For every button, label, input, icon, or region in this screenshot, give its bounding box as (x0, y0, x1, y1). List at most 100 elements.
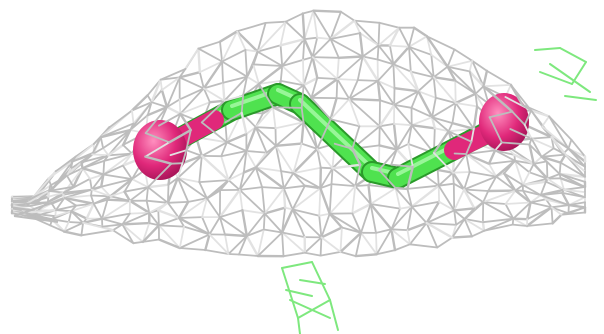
mesh-segment (432, 76, 457, 104)
mesh-segment (205, 179, 230, 200)
mesh-segment (282, 187, 294, 211)
bond (291, 95, 381, 181)
mesh-segment (451, 171, 466, 191)
mesh-segment (522, 189, 532, 204)
mesh-segment (446, 59, 474, 68)
mesh-segment (91, 136, 102, 156)
mesh-segment (377, 21, 381, 47)
mesh-segment (408, 45, 435, 79)
mesh-segment (63, 196, 78, 207)
mesh-segment (254, 126, 268, 154)
mesh-segment (463, 175, 498, 191)
mesh-segment (406, 221, 428, 232)
mesh-segment (55, 204, 78, 212)
mesh-segment (181, 149, 188, 165)
mesh-segment (176, 176, 201, 184)
mesh-segment (187, 197, 208, 203)
mesh-segment (99, 122, 135, 139)
mesh-segment (123, 190, 132, 203)
ligand-molecule (133, 83, 529, 189)
mesh-segment (550, 135, 567, 156)
stray-mesh-segment (559, 47, 587, 63)
mesh-segment (410, 205, 428, 224)
mesh-segment (454, 102, 479, 108)
mesh-segment (67, 210, 73, 223)
mesh-segment (376, 58, 395, 66)
mesh-segment (166, 176, 180, 205)
mesh-segment (320, 236, 342, 253)
mesh-segment (425, 221, 454, 239)
mesh-segment (157, 209, 160, 227)
mesh-segment (311, 38, 332, 58)
mesh-segment (129, 114, 149, 131)
mesh-segment (303, 9, 315, 40)
mesh-segment (224, 233, 230, 255)
mesh-segment (437, 171, 454, 187)
mesh-segment (514, 159, 524, 186)
mesh-segment (121, 212, 131, 226)
mesh-segment (198, 179, 230, 184)
mesh-segment (328, 183, 333, 215)
mesh-segment (263, 206, 287, 215)
mesh-segment (13, 199, 61, 217)
mesh-segment (303, 36, 319, 40)
mesh-segment (539, 180, 547, 197)
mesh-segment (488, 116, 503, 144)
mesh-segment (25, 190, 50, 205)
mesh-segment (178, 68, 187, 79)
mesh-segment (70, 210, 84, 224)
mesh-segment (318, 212, 331, 217)
mesh-segment (261, 186, 285, 190)
mesh-segment (468, 171, 498, 178)
density-mesh-front (10, 9, 587, 258)
mesh-segment (223, 94, 245, 102)
mesh-segment (559, 161, 586, 178)
mesh-segment (208, 99, 226, 104)
mesh-segment (361, 55, 380, 83)
mesh-segment (532, 162, 549, 180)
stray-mesh-segment (297, 299, 331, 319)
mesh-segment (559, 177, 587, 189)
mesh-segment (318, 187, 322, 217)
mesh-segment (202, 87, 211, 104)
mesh-segment (453, 48, 474, 62)
mesh-segment (521, 103, 533, 112)
mesh-segment (82, 221, 114, 232)
mesh-segment (558, 173, 586, 183)
mesh-segment (281, 65, 305, 87)
mesh-segment (198, 154, 203, 184)
mesh-segment (121, 128, 132, 147)
mesh-segment (546, 173, 561, 180)
mesh-segment (465, 153, 471, 173)
mesh-segment (378, 125, 398, 151)
mesh-segment (150, 101, 168, 108)
mesh-segment (471, 59, 488, 72)
mesh-segment (465, 149, 497, 155)
mesh-segment (316, 77, 339, 80)
mesh-segment (561, 191, 586, 199)
mesh-segment (511, 110, 526, 126)
mesh-segment (101, 199, 131, 220)
mesh-segment (412, 26, 429, 38)
mesh-segment (302, 121, 319, 150)
mesh-segment (474, 85, 485, 95)
mesh-segment (328, 212, 344, 229)
mesh-segment (522, 184, 542, 197)
mesh-segment (106, 198, 132, 203)
mesh-segment (272, 106, 277, 130)
mesh-segment (410, 123, 436, 130)
mesh-segment (242, 166, 258, 174)
mesh-segment (274, 144, 295, 175)
mesh-segment (157, 112, 182, 127)
mesh-segment (560, 211, 586, 216)
mesh-segment (47, 191, 65, 198)
mesh-segment (178, 76, 205, 90)
mesh-segment (242, 150, 248, 174)
mesh-segment (311, 36, 319, 58)
mesh-segment (128, 199, 151, 215)
mesh-segment (468, 70, 477, 95)
mesh-segment (369, 187, 397, 205)
mesh-segment (227, 253, 240, 256)
mesh-segment (205, 197, 221, 219)
mesh-segment (147, 186, 169, 204)
